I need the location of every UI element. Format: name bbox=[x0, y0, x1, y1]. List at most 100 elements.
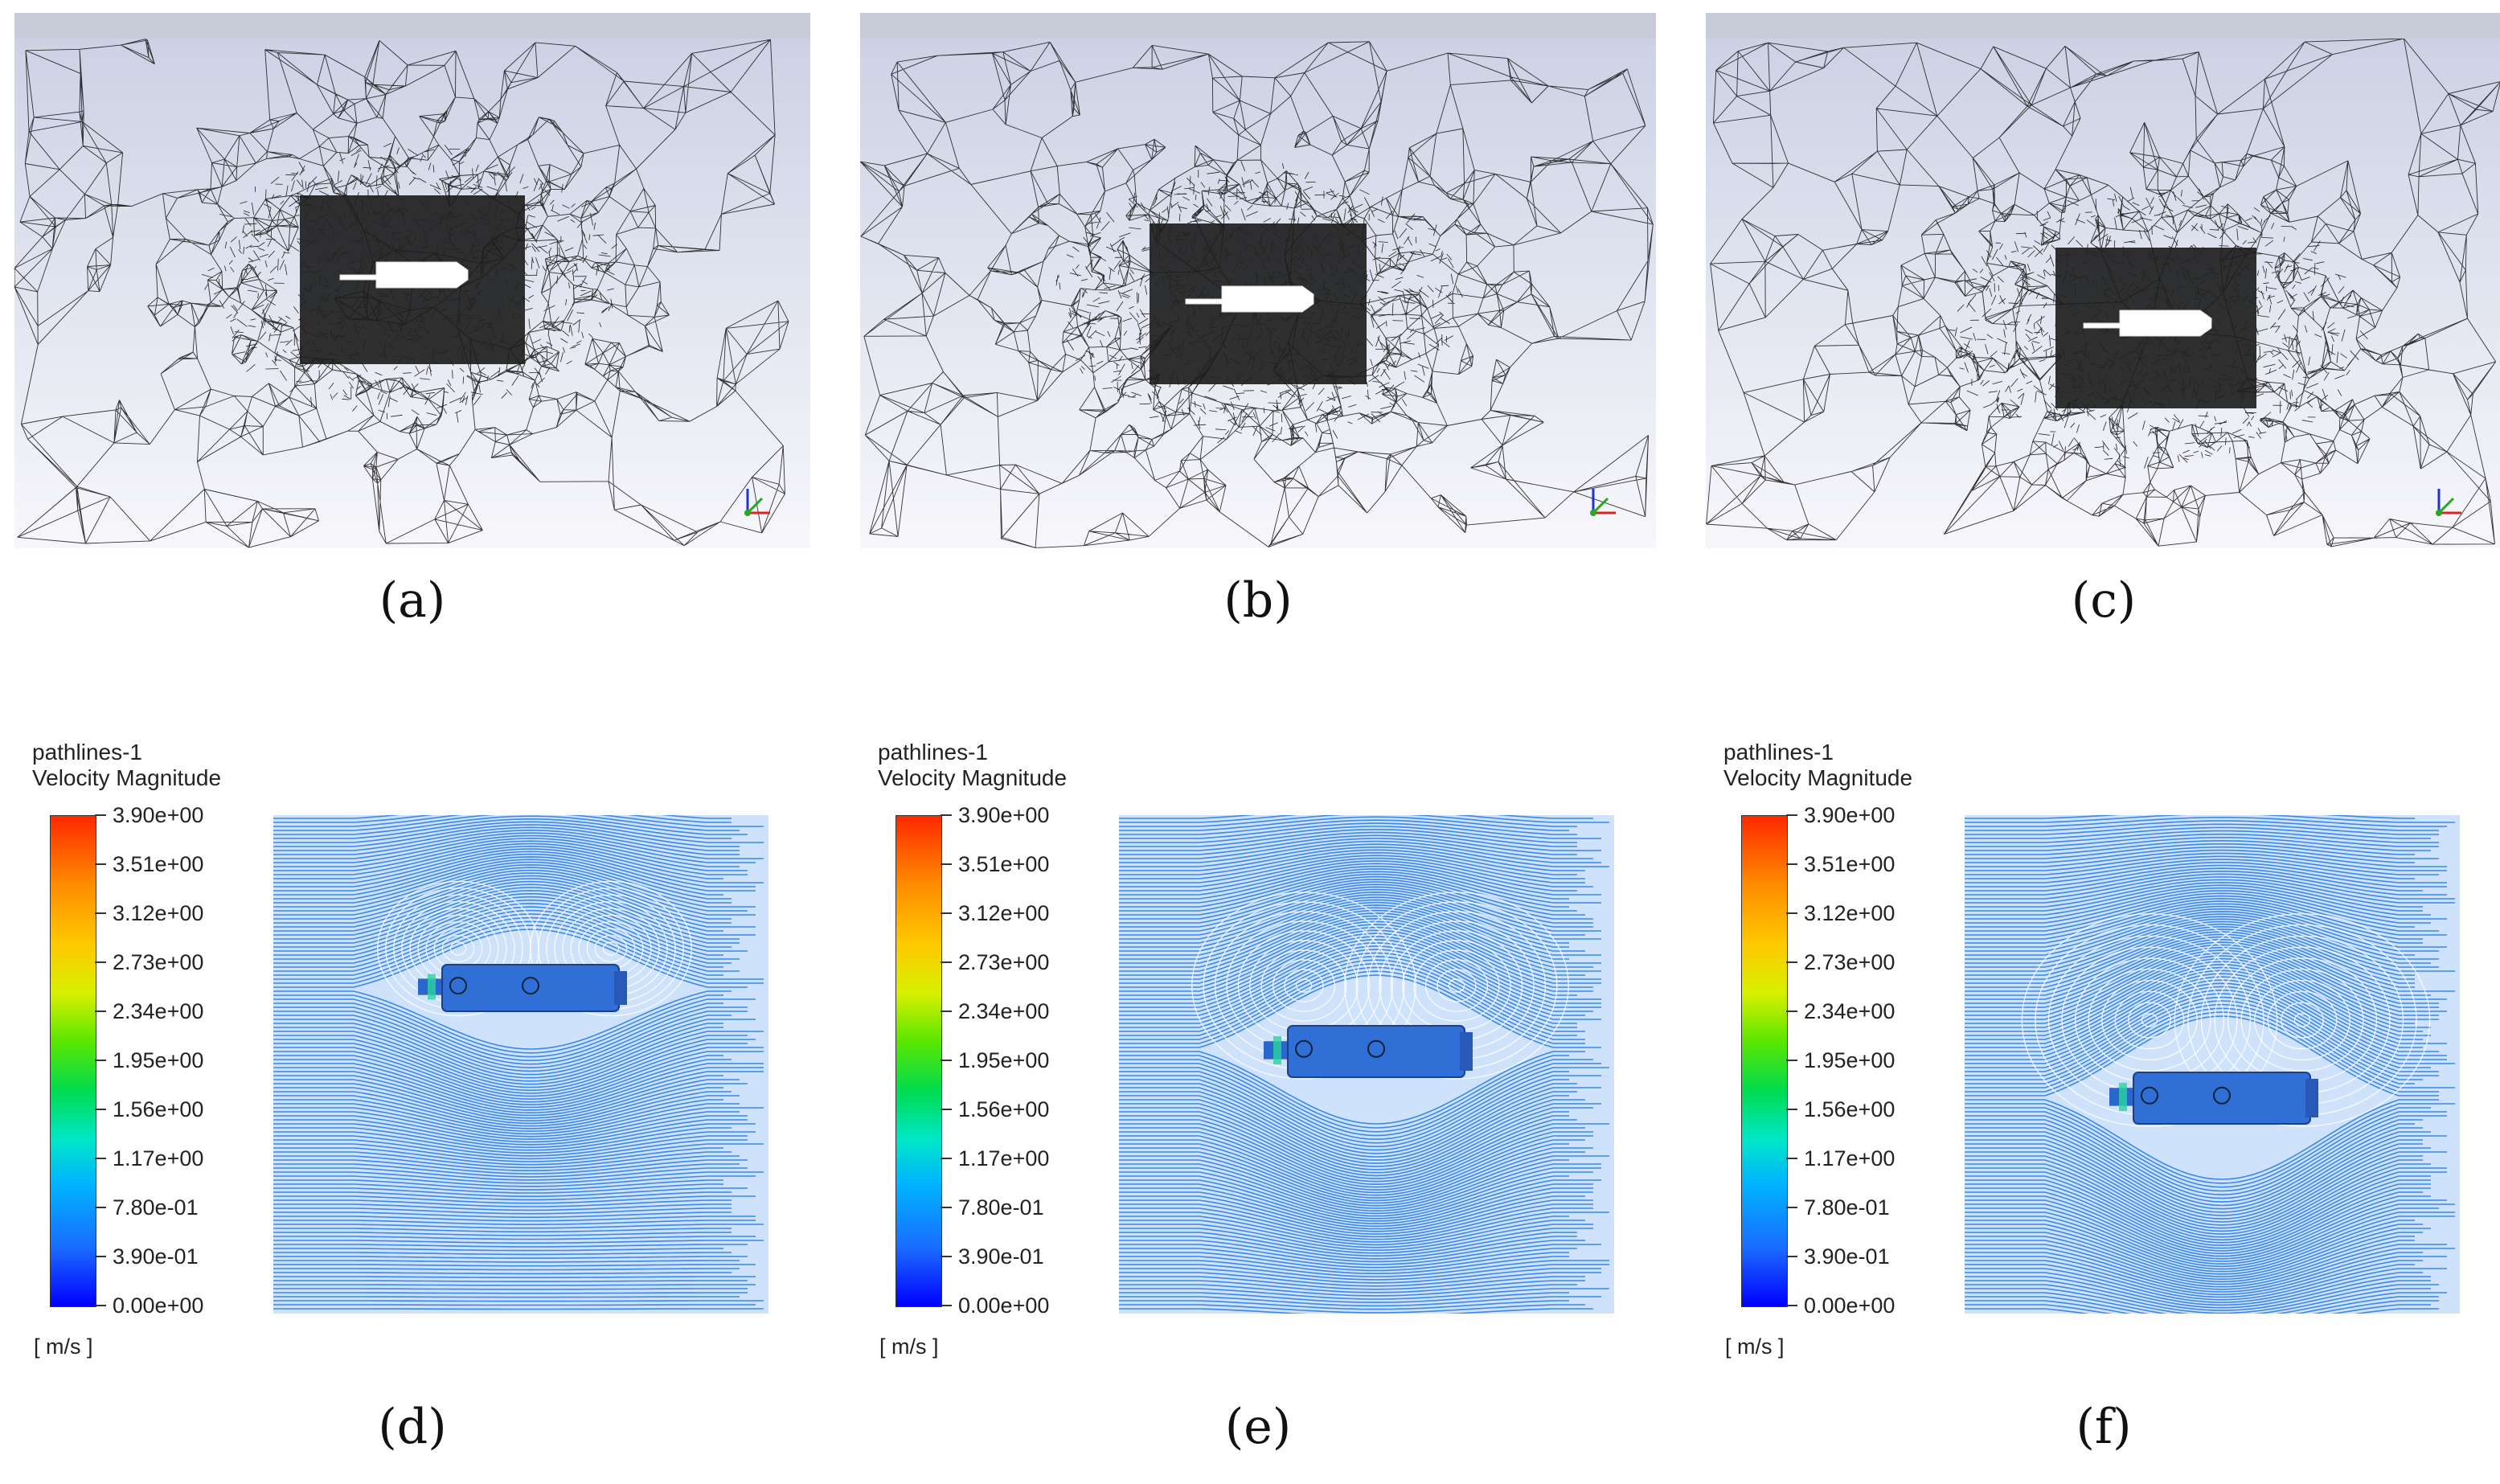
colorbar-tick-label: 3.90e-01 bbox=[1804, 1244, 1890, 1269]
colorbar-tick bbox=[941, 961, 952, 963]
mesh-panel-b bbox=[860, 13, 1656, 548]
flow-title: pathlines-1 bbox=[878, 740, 988, 765]
colorbar-tick-label: 2.34e+00 bbox=[958, 999, 1050, 1023]
colorbar-tick bbox=[95, 1256, 106, 1257]
colorbar-tick bbox=[1786, 1158, 1797, 1159]
colorbar-tick bbox=[941, 912, 952, 914]
colorbar-tick-label: 7.80e-01 bbox=[113, 1195, 199, 1220]
colorbar-tick-label: 2.73e+00 bbox=[1804, 950, 1895, 974]
colorbar-tick-label: 1.56e+00 bbox=[958, 1097, 1050, 1121]
caption-a: (a) bbox=[379, 572, 446, 629]
colorbar-tick-label: 3.90e+00 bbox=[113, 803, 204, 827]
mesh-fine-edges bbox=[1055, 160, 1463, 444]
pathlines-plot-d bbox=[273, 803, 768, 1314]
colorbar-tick-label: 1.17e+00 bbox=[1804, 1146, 1895, 1170]
vehicle-body bbox=[339, 261, 469, 289]
colorbar-tick bbox=[1786, 1207, 1797, 1208]
colorbar-tick bbox=[941, 1207, 952, 1208]
colorbar-tick-label: 1.56e+00 bbox=[113, 1097, 204, 1121]
colorbar-tick bbox=[941, 1109, 952, 1110]
colorbar-tick bbox=[1786, 1060, 1797, 1061]
colorbar-tick bbox=[1786, 1305, 1797, 1306]
vehicle-body bbox=[1185, 285, 1314, 313]
mesh-a-svg bbox=[14, 39, 789, 548]
velocity-colorbar bbox=[895, 815, 942, 1307]
mesh-fine-edges bbox=[201, 142, 617, 423]
flow-subtitle: Velocity Magnitude bbox=[32, 765, 222, 790]
colorbar-tick bbox=[1786, 863, 1797, 865]
colorbar-tick-label: 3.90e+00 bbox=[1804, 803, 1895, 827]
colorbar-tick bbox=[1786, 814, 1797, 816]
colorbar-tick bbox=[95, 1207, 106, 1208]
colorbar-tick bbox=[95, 1158, 106, 1159]
colorbar-tick-label: 0.00e+00 bbox=[1804, 1293, 1895, 1318]
colorbar-tick-label: 1.95e+00 bbox=[113, 1048, 204, 1072]
flow-subtitle: Velocity Magnitude bbox=[1723, 765, 1913, 790]
colorbar-tick bbox=[1786, 912, 1797, 914]
mesh-c-svg bbox=[1706, 39, 2500, 547]
colorbar-tick bbox=[95, 1060, 106, 1061]
colorbar-tick-label: 7.80e-01 bbox=[958, 1195, 1044, 1220]
colorbar-tick bbox=[941, 1060, 952, 1061]
colorbar-tick-label: 0.00e+00 bbox=[958, 1293, 1050, 1318]
colorbar-tick-label: 3.90e-01 bbox=[958, 1244, 1044, 1269]
unit-label: [ m/s ] bbox=[1725, 1334, 1785, 1359]
vortex bbox=[2021, 913, 2278, 1127]
colorbar-tick bbox=[95, 1011, 106, 1012]
colorbar-tick bbox=[941, 863, 952, 865]
colorbar-tick bbox=[95, 961, 106, 963]
mesh-edges bbox=[860, 41, 1654, 548]
colorbar-tick-label: 3.90e+00 bbox=[958, 803, 1050, 827]
colorbar-tick bbox=[95, 814, 106, 816]
flow-subtitle: Velocity Magnitude bbox=[878, 765, 1068, 790]
mesh-panel-a bbox=[14, 13, 810, 548]
colorbar-tick-label: 3.12e+00 bbox=[113, 901, 204, 925]
mesh-b-svg bbox=[860, 41, 1654, 548]
caption-c: (c) bbox=[2071, 572, 2137, 629]
vehicle-body bbox=[1264, 1025, 1473, 1078]
colorbar-tick-label: 1.95e+00 bbox=[958, 1048, 1050, 1072]
axis-triad-icon bbox=[2436, 489, 2461, 516]
axis-triad-icon bbox=[744, 489, 770, 516]
axis-triad-icon bbox=[1590, 489, 1616, 516]
caption-d: (d) bbox=[378, 1399, 447, 1455]
colorbar-tick bbox=[941, 1011, 952, 1012]
colorbar-tick-label: 3.12e+00 bbox=[958, 901, 1050, 925]
colorbar-tick bbox=[1786, 1256, 1797, 1257]
mesh-panel-c bbox=[1706, 13, 2500, 548]
colorbar-tick bbox=[941, 814, 952, 816]
unit-label: [ m/s ] bbox=[879, 1334, 939, 1359]
colorbar-tick-label: 1.17e+00 bbox=[113, 1146, 204, 1170]
flow-panel-d: pathlines-1 Velocity Magnitude 3.90e+00 3… bbox=[32, 740, 836, 1375]
vehicle-body bbox=[2109, 1072, 2318, 1125]
flow-title: pathlines-1 bbox=[1723, 740, 1834, 765]
colorbar-tick bbox=[941, 1256, 952, 1257]
caption-b: (b) bbox=[1223, 572, 1293, 629]
caption-e: (e) bbox=[1224, 1399, 1292, 1455]
flow-title: pathlines-1 bbox=[32, 740, 142, 765]
flow-panel-f: pathlines-1 Velocity Magnitude 3.90e+00 3… bbox=[1723, 740, 2500, 1375]
vehicle-body bbox=[418, 964, 627, 1012]
colorbar-tick-label: 1.56e+00 bbox=[1804, 1097, 1895, 1121]
colorbar-tick bbox=[1786, 1109, 1797, 1110]
colorbar-tick-label: 3.51e+00 bbox=[1804, 852, 1895, 876]
colorbar-tick-label: 2.34e+00 bbox=[1804, 999, 1895, 1023]
velocity-colorbar bbox=[50, 815, 96, 1307]
colorbar-tick-label: 7.80e-01 bbox=[1804, 1195, 1890, 1220]
colorbar-tick bbox=[1786, 1011, 1797, 1012]
colorbar-tick-label: 1.17e+00 bbox=[958, 1146, 1050, 1170]
vehicle-body bbox=[2083, 310, 2212, 337]
colorbar-tick-label: 0.00e+00 bbox=[113, 1293, 204, 1318]
colorbar-tick bbox=[95, 863, 106, 865]
velocity-colorbar bbox=[1741, 815, 1788, 1307]
colorbar-tick-label: 3.51e+00 bbox=[958, 852, 1050, 876]
colorbar-tick-label: 1.95e+00 bbox=[1804, 1048, 1895, 1072]
colorbar-tick-label: 3.12e+00 bbox=[1804, 901, 1895, 925]
colorbar-tick bbox=[941, 1305, 952, 1306]
pathlines-plot-e bbox=[1119, 806, 1614, 1317]
colorbar-tick-label: 3.90e-01 bbox=[113, 1244, 199, 1269]
colorbar-tick-label: 2.73e+00 bbox=[113, 950, 204, 974]
colorbar-tick-label: 2.73e+00 bbox=[958, 950, 1050, 974]
colorbar-tick-label: 3.51e+00 bbox=[113, 852, 204, 876]
colorbar-tick-label: 2.34e+00 bbox=[113, 999, 204, 1023]
